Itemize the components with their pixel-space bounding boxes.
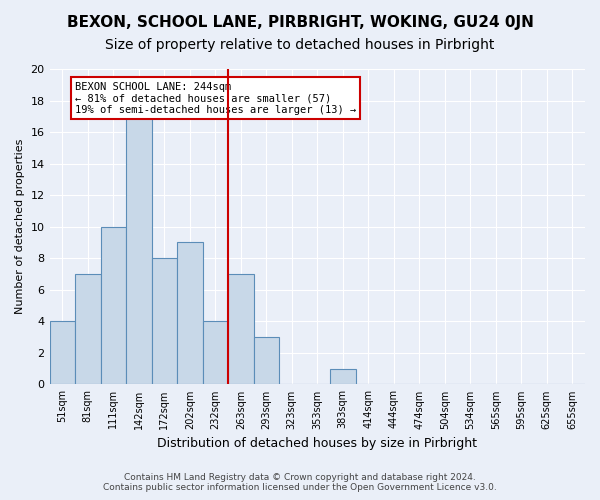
Bar [101, 226, 126, 384]
Bar [75, 274, 101, 384]
Text: BEXON SCHOOL LANE: 244sqm
← 81% of detached houses are smaller (57)
19% of semi-: BEXON SCHOOL LANE: 244sqm ← 81% of detac… [75, 82, 356, 115]
Bar [330, 368, 356, 384]
Bar [228, 274, 254, 384]
Bar [50, 322, 75, 384]
Text: BEXON, SCHOOL LANE, PIRBRIGHT, WOKING, GU24 0JN: BEXON, SCHOOL LANE, PIRBRIGHT, WOKING, G… [67, 15, 533, 30]
Text: Size of property relative to detached houses in Pirbright: Size of property relative to detached ho… [106, 38, 494, 52]
X-axis label: Distribution of detached houses by size in Pirbright: Distribution of detached houses by size … [157, 437, 477, 450]
Bar [254, 337, 279, 384]
Text: Contains HM Land Registry data © Crown copyright and database right 2024.
Contai: Contains HM Land Registry data © Crown c… [103, 473, 497, 492]
Bar [152, 258, 177, 384]
Y-axis label: Number of detached properties: Number of detached properties [15, 139, 25, 314]
Bar [177, 242, 203, 384]
Bar [126, 116, 152, 384]
Bar [203, 322, 228, 384]
